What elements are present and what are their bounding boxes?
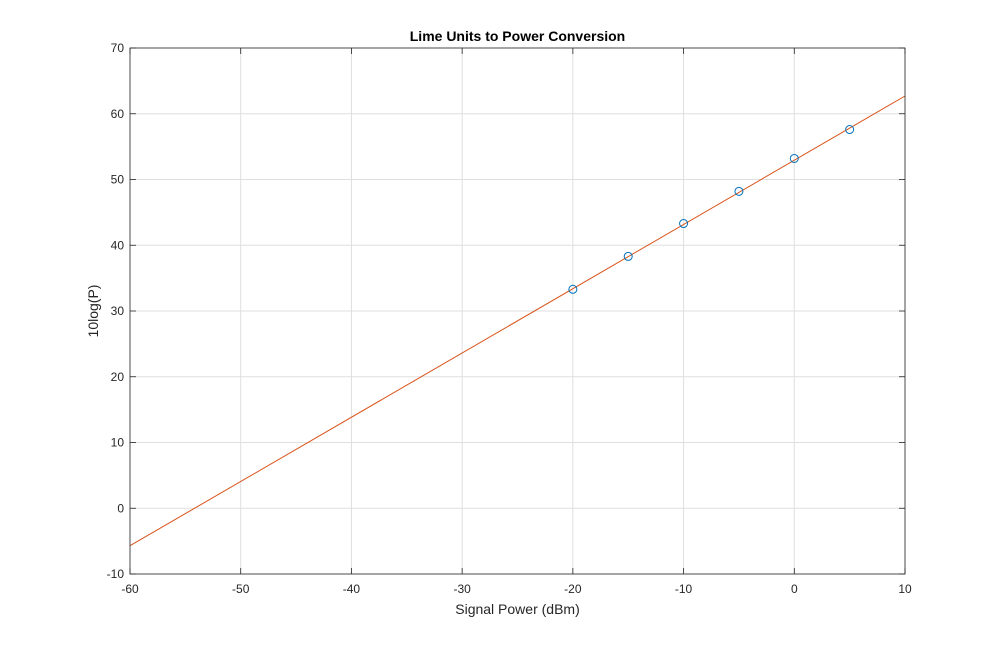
y-tick-label: 70: [111, 41, 125, 55]
data-point: [789, 153, 799, 163]
y-tick-label: 0: [117, 501, 124, 515]
x-tick-label: -40: [343, 582, 361, 596]
fit-line: [129, 95, 906, 547]
data-point: [679, 219, 689, 229]
x-axis-label: Signal Power (dBm): [455, 601, 580, 617]
series-layer: [129, 95, 906, 547]
data-point: [568, 284, 578, 294]
x-tick-label: -10: [675, 582, 693, 596]
ticks: -60 -50 -40 -30 -20 -10 0 10 -10 0 10 20 30 40 50 60 70: [107, 41, 912, 596]
y-tick-label: -10: [107, 567, 125, 581]
chart-title: Lime Units to Power Conversion: [410, 28, 625, 44]
x-tick-label: -30: [453, 582, 471, 596]
x-tick-label: -50: [232, 582, 250, 596]
data-point: [845, 125, 855, 135]
x-tick-label: -60: [121, 582, 139, 596]
x-tick-label: 10: [898, 582, 912, 596]
y-axis-label: 10log(P): [85, 285, 101, 338]
y-tick-label: 50: [111, 173, 125, 187]
y-tick-label: 40: [111, 238, 125, 252]
x-tick-label: 0: [791, 582, 798, 596]
x-tick-label: -20: [564, 582, 582, 596]
y-tick-label: 10: [111, 436, 125, 450]
y-tick-label: 20: [111, 370, 125, 384]
y-tick-label: 30: [111, 304, 125, 318]
data-point: [623, 251, 633, 261]
data-point: [734, 186, 744, 196]
y-tick-label: 60: [111, 107, 125, 121]
